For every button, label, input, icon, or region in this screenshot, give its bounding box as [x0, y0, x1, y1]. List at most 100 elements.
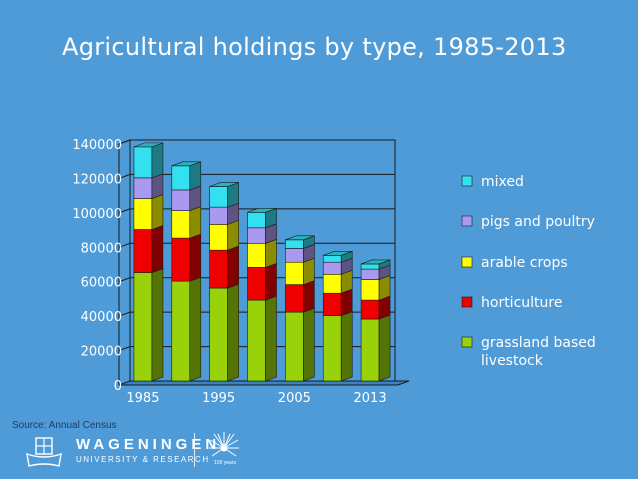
- bar-segment: [209, 206, 228, 225]
- legend-swatch: [461, 175, 473, 187]
- bar-segment: [322, 315, 342, 382]
- source-note: Source: Annual Census: [12, 420, 117, 431]
- bar-segment: [285, 261, 304, 285]
- bar-segment-side: [265, 262, 277, 301]
- gridline-depth: [118, 346, 131, 352]
- bar-top: [209, 182, 239, 187]
- bar-segment-side: [227, 283, 239, 382]
- legend-swatch: [461, 296, 473, 308]
- bar-segment: [209, 287, 228, 382]
- y-tick-label: 0: [114, 379, 122, 394]
- bar-segment-side: [227, 245, 239, 289]
- y-tick-label: 120000: [72, 172, 122, 187]
- bar-segment-side: [151, 225, 164, 273]
- bar-segment: [285, 248, 304, 263]
- bar-segment: [247, 212, 266, 229]
- bar-segment-side: [151, 142, 164, 179]
- bar-stack-1990: [171, 161, 202, 382]
- bar-segment: [171, 189, 191, 211]
- wageningen-logo: WAGENINGEN UNIVERSITY & RESEARCH: [24, 432, 216, 470]
- wageningen-emblem-icon: [26, 437, 62, 467]
- gridline-depth: [118, 208, 131, 214]
- bar-segment: [133, 272, 153, 382]
- gridline-depth: [118, 311, 131, 317]
- bar-segment: [171, 165, 191, 191]
- y-tick-label: 40000: [81, 310, 122, 325]
- legend-item: pigs and poultry: [461, 214, 595, 230]
- bar-segment-side: [189, 276, 202, 382]
- bar-segment-side: [378, 314, 391, 382]
- bar-stack-2010: [322, 250, 353, 382]
- bar-segment: [285, 284, 304, 313]
- bar-segment: [133, 177, 153, 199]
- legend-item: horticulture: [461, 295, 562, 311]
- anniversary-label: 100 years: [214, 460, 236, 466]
- bar-segment: [360, 318, 380, 382]
- bars: [133, 142, 391, 382]
- bar-segment: [285, 239, 304, 249]
- bar-segment-side: [227, 219, 239, 251]
- legend-label: pigs and poultry: [481, 214, 595, 230]
- y-tick-label: 100000: [72, 207, 122, 222]
- bar-segment: [322, 255, 342, 263]
- logo-subtitle: UNIVERSITY & RESEARCH: [76, 455, 210, 464]
- bar-segment: [360, 279, 380, 301]
- bar-top: [247, 208, 277, 213]
- y-tick-label: 20000: [81, 345, 122, 360]
- bar-top: [133, 142, 164, 148]
- x-tick-label: 2013: [354, 391, 387, 406]
- legend-item: mixed: [461, 174, 524, 190]
- legend-swatch: [461, 256, 473, 268]
- gridline-depth: [118, 277, 131, 283]
- bar-segment: [209, 249, 228, 289]
- bar-segment: [247, 267, 266, 301]
- bar-segment: [360, 263, 380, 270]
- bar-segment: [133, 146, 153, 179]
- bar-stack-1995: [209, 182, 239, 382]
- chart-floor: [118, 380, 410, 386]
- bar-segment-side: [151, 268, 164, 382]
- logo-divider: [194, 433, 195, 467]
- bar-segment: [247, 242, 266, 268]
- bar-segment-side: [189, 161, 202, 191]
- bar-segment: [247, 299, 266, 382]
- bar-segment-side: [189, 233, 202, 282]
- bar-segment-side: [340, 288, 353, 317]
- bar-segment-side: [303, 307, 315, 382]
- bar-segment: [133, 229, 153, 273]
- bar-segment: [171, 237, 191, 282]
- legend-label: grassland based livestock: [481, 335, 596, 369]
- legend-label: mixed: [481, 174, 524, 190]
- bar-stack-2005: [285, 235, 315, 382]
- bar-segment: [209, 186, 228, 208]
- legend-item: arable crops: [461, 255, 568, 271]
- bar-top: [171, 161, 201, 167]
- bar-segment: [360, 268, 380, 280]
- bar-stack-2000: [247, 207, 277, 382]
- y-axis-depth: [118, 139, 131, 145]
- bar-segment: [322, 261, 342, 275]
- bar-segment: [209, 224, 228, 251]
- anniversary-seal-icon: [209, 432, 239, 457]
- y-tick-label: 80000: [81, 241, 122, 256]
- bar-segment-side: [265, 295, 277, 382]
- bar-top: [360, 259, 391, 265]
- bar-segment: [171, 210, 191, 239]
- bar-top: [323, 251, 353, 256]
- bar-segment: [285, 311, 304, 382]
- legend: mixed pigs and poultry arable crops horticu…: [461, 174, 596, 369]
- bar-top: [285, 235, 315, 241]
- legend-swatch: [461, 215, 473, 227]
- bar-segment: [133, 198, 153, 230]
- x-tick-label: 1995: [202, 391, 235, 406]
- legend-swatch: [461, 336, 473, 348]
- bar-stack-2013: [360, 259, 391, 382]
- bar-segment-side: [189, 206, 202, 239]
- gridline-depth: [118, 173, 131, 179]
- bar-segment: [322, 273, 342, 294]
- y-tick-label: 140000: [72, 138, 122, 153]
- y-tick-label: 60000: [81, 276, 122, 291]
- bar-segment-side: [265, 238, 277, 268]
- bar-segment: [171, 280, 191, 382]
